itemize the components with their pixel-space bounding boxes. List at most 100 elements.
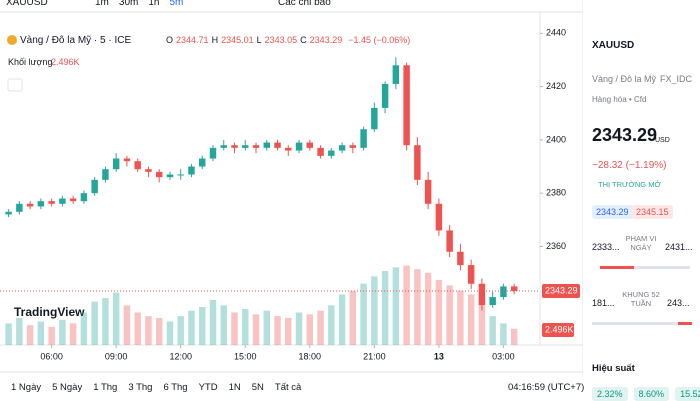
range-button[interactable]: 1 Ngày xyxy=(11,382,42,393)
52wk-low: 181... xyxy=(592,298,615,308)
candle-body xyxy=(457,251,464,266)
ohlc-value: 2345.01 xyxy=(221,35,254,45)
performance-title: Hiệu suất xyxy=(592,363,635,374)
candle-body xyxy=(349,145,357,148)
volume-bar xyxy=(403,265,410,345)
candle-body xyxy=(317,147,324,156)
candle-body xyxy=(478,283,486,306)
candle-body xyxy=(295,142,303,151)
interval-button[interactable]: 1m xyxy=(95,0,109,8)
candle-body xyxy=(209,147,217,159)
volume-bar xyxy=(306,314,314,345)
interval-button[interactable]: 30m xyxy=(118,0,139,8)
volume-bar xyxy=(102,298,109,345)
candle-body xyxy=(489,297,496,306)
volume-bar xyxy=(91,301,98,345)
range-button[interactable]: 6 Thg xyxy=(163,382,188,393)
ohlc-value: 2343.29 xyxy=(309,35,343,45)
candle-body xyxy=(199,158,206,167)
candle-body xyxy=(338,145,346,151)
candle-body xyxy=(26,203,34,207)
candle-body xyxy=(155,171,163,178)
volume-bar xyxy=(80,312,88,345)
candle-body xyxy=(80,193,88,202)
volume-bar xyxy=(37,321,45,345)
y-tick-label: 2420 xyxy=(546,81,566,91)
last-price-tag xyxy=(542,283,580,298)
indicators-button[interactable]: Các chỉ báo xyxy=(278,0,331,8)
volume-bar xyxy=(231,312,238,345)
candle-body xyxy=(242,145,249,148)
range-button[interactable]: Tất cả xyxy=(274,382,302,393)
day-range-fill xyxy=(600,266,634,269)
volume-bar xyxy=(26,325,34,345)
candle-body xyxy=(285,147,292,151)
y-tick-label: 2440 xyxy=(546,28,566,38)
x-tick-label: 21:00 xyxy=(363,351,386,361)
volume-bar xyxy=(381,270,389,345)
ask: 2345.15 xyxy=(632,205,673,219)
volume-bar xyxy=(252,314,260,345)
candle-body xyxy=(500,286,507,298)
volume-bar xyxy=(467,294,475,345)
volume-bar xyxy=(145,316,152,345)
x-tick-label: 13 xyxy=(434,351,444,361)
range-button[interactable]: 5N xyxy=(251,382,264,393)
interval-button[interactable]: 5m xyxy=(169,0,184,8)
volume-bar xyxy=(338,294,346,345)
candle-body xyxy=(274,142,281,148)
clock: 04:16:59 (UTC+7) xyxy=(508,382,585,393)
range-button[interactable]: 1 Thg xyxy=(93,382,118,393)
candle-body xyxy=(166,174,174,178)
volume-label: Khối lượng xyxy=(8,57,53,67)
range-button[interactable]: 5 Ngày xyxy=(52,382,83,393)
performance-value: 2.32% xyxy=(592,387,628,401)
volume-bar xyxy=(166,321,174,345)
x-tick-label: 15:00 xyxy=(234,351,257,361)
volume-bar xyxy=(349,290,357,345)
volume-bar xyxy=(242,308,249,345)
candle-body xyxy=(381,83,389,108)
candle-body xyxy=(59,198,66,204)
volume-bar xyxy=(209,299,217,345)
x-tick-label: 18:00 xyxy=(299,351,322,361)
range-button[interactable]: YTD xyxy=(198,382,218,393)
volume-bar xyxy=(500,323,507,345)
performance-value: 8.60% xyxy=(633,387,670,401)
symbol-search[interactable]: XAUUSD xyxy=(6,0,48,8)
interval-button[interactable]: 1h xyxy=(148,0,160,8)
x-tick-label: 12:00 xyxy=(169,351,192,361)
volume-bar xyxy=(16,317,23,345)
volume-bar xyxy=(199,307,206,345)
candle-body xyxy=(414,145,421,180)
range-button[interactable]: 1N xyxy=(228,382,241,393)
volume-bar xyxy=(371,276,378,345)
candle-body xyxy=(91,179,98,194)
candle-body xyxy=(328,150,335,156)
panel-currency: USD xyxy=(655,137,670,144)
interval-group: 1m 30m 1h 5m xyxy=(95,0,183,8)
volume-bar xyxy=(435,280,443,345)
volume-bar xyxy=(285,317,292,345)
candle-body xyxy=(510,286,518,291)
candle-body xyxy=(435,203,443,231)
performance-group: 2.32% 8.60% 15.52% xyxy=(592,387,700,401)
candle-body xyxy=(69,198,77,202)
candle-body xyxy=(123,158,131,162)
y-tick-label: 2380 xyxy=(546,188,566,198)
volume-bar xyxy=(263,310,270,345)
market-status: THỊ TRƯỜNG MỞ xyxy=(598,180,661,189)
volume-bar xyxy=(112,292,120,345)
x-tick-label: 06:00 xyxy=(40,351,63,361)
performance-value: 15.52% xyxy=(675,387,700,401)
candle-body xyxy=(37,201,45,207)
range-button[interactable]: 3 Thg xyxy=(128,382,153,393)
chart: TradingView 2440 2420 2400 2380 2360 06:00 09:… xyxy=(0,0,583,375)
volume-bar xyxy=(5,323,12,345)
candle-body xyxy=(112,158,120,170)
volume-bar xyxy=(134,312,141,345)
candle-body xyxy=(446,230,453,252)
panel-category: Hàng hóa • Cfd xyxy=(592,95,647,104)
collapse-button[interactable] xyxy=(7,78,23,92)
